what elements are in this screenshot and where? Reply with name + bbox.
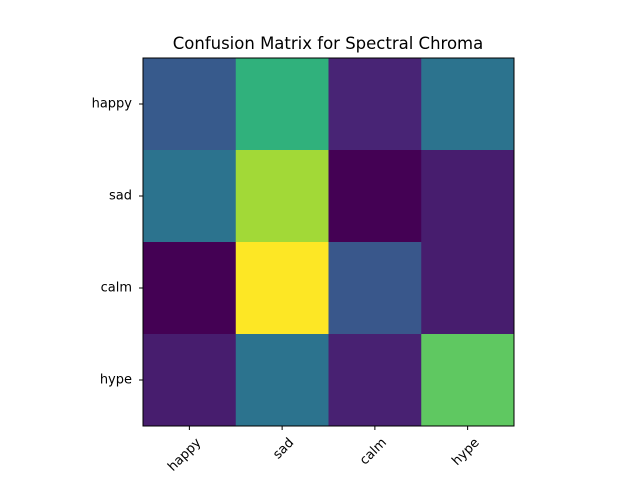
heatmap-cell-sad-hype bbox=[421, 150, 515, 243]
heatmap-cell-hype-happy bbox=[143, 334, 237, 427]
plot-frame bbox=[142, 57, 515, 427]
heatmap-cell-hype-hype bbox=[421, 334, 515, 427]
y-tick-label-calm: calm bbox=[101, 281, 132, 296]
heatmap-cell-happy-happy bbox=[143, 58, 237, 151]
heatmap-cell-happy-sad bbox=[235, 58, 329, 151]
y-tick-label-sad: sad bbox=[109, 189, 132, 204]
heatmap-cell-hype-calm bbox=[328, 334, 422, 427]
heatmap-cell-calm-hype bbox=[421, 242, 515, 335]
heatmap-cell-calm-sad bbox=[235, 242, 329, 335]
x-tick-label-sad: sad bbox=[270, 435, 297, 462]
chart-title: Confusion Matrix for Spectral Chroma bbox=[173, 34, 484, 53]
heatmap-cells bbox=[143, 58, 515, 427]
heatmap-cell-sad-calm bbox=[328, 150, 422, 243]
x-tick-label-calm: calm bbox=[357, 435, 390, 468]
x-axis-ticks: happy sad calm hype bbox=[165, 426, 483, 475]
y-tick-label-hype: hype bbox=[100, 373, 132, 388]
x-tick-label-happy: happy bbox=[165, 435, 204, 474]
heatmap-cell-hype-sad bbox=[235, 334, 329, 427]
heatmap-cell-calm-calm bbox=[328, 242, 422, 335]
y-tick-label-happy: happy bbox=[92, 97, 133, 112]
heatmap-cell-happy-calm bbox=[328, 58, 422, 151]
x-tick-label-hype: hype bbox=[449, 435, 482, 468]
heatmap-cell-calm-happy bbox=[143, 242, 237, 335]
y-axis-ticks: happy sad calm hype bbox=[92, 97, 143, 388]
heatmap-cell-happy-hype bbox=[421, 58, 515, 151]
heatmap-cell-sad-sad bbox=[235, 150, 329, 243]
heatmap-cell-sad-happy bbox=[143, 150, 237, 243]
